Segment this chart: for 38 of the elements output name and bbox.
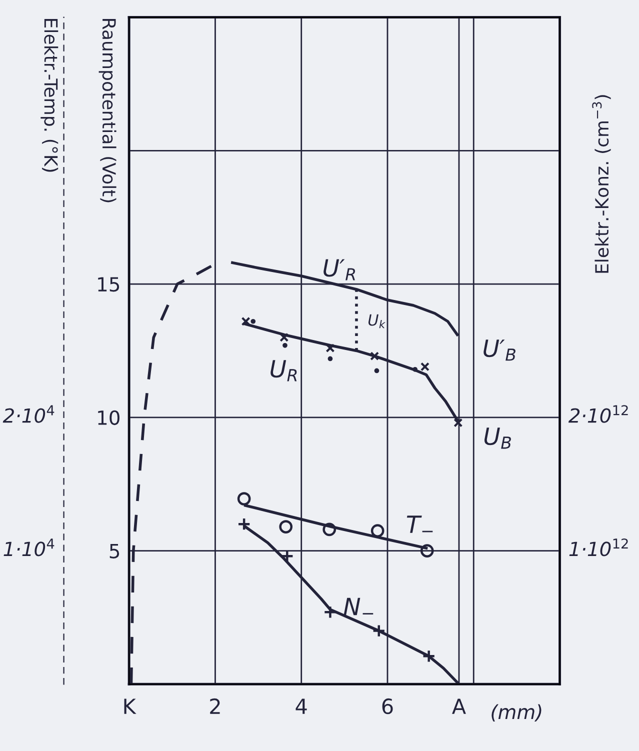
point: [370, 524, 384, 538]
point: [237, 492, 251, 506]
annotation: U$_{k}$: [368, 314, 386, 328]
point: [420, 544, 434, 558]
point: [420, 362, 430, 372]
point: [370, 352, 380, 361]
point: [374, 368, 380, 374]
series-label: T$_{−}$: [406, 516, 433, 533]
point: [280, 332, 289, 342]
point: [322, 522, 336, 536]
point: [328, 356, 333, 362]
y3-tick-label: 2·10$^{4}$: [2, 405, 54, 423]
point: [412, 366, 418, 372]
series-label: N$_{−}$: [344, 598, 374, 616]
series-label: U$_{R}$: [270, 360, 297, 382]
y2-tick-label: 1·10$^{12}$: [569, 538, 628, 556]
x-axis-title: (mm): [492, 704, 542, 722]
y3-axis-title: Elektr.-Temp. (°K): [40, 19, 58, 172]
y-tick-label: 10: [98, 410, 120, 426]
point: [454, 418, 463, 428]
annotation: U$_{B}$: [484, 428, 511, 449]
annotation: U′$_{B}$: [484, 340, 516, 361]
series-label: U′$_{R}$: [324, 259, 356, 280]
y2-axis-title: Elektr.-Konz. (cm$^{−3}$): [592, 95, 611, 273]
y3-tick-label: 1·10$^{4}$: [4, 538, 54, 556]
x-tick-label: A: [452, 698, 466, 714]
x-tick-label: 2: [210, 698, 220, 714]
x-tick-label: K: [124, 698, 136, 714]
y-tick-label: 15: [98, 277, 120, 292]
y-axis-title: Raumpotential (Volt): [98, 19, 116, 202]
x-tick-label: 4: [296, 698, 307, 714]
point: [326, 344, 335, 353]
y2-tick-label: 2·10$^{12}$: [568, 405, 628, 423]
point: [279, 520, 293, 534]
point: [282, 342, 288, 348]
x-tick-label: 6: [382, 698, 393, 714]
point: [250, 318, 256, 324]
y-tick-label: 5: [110, 544, 120, 558]
